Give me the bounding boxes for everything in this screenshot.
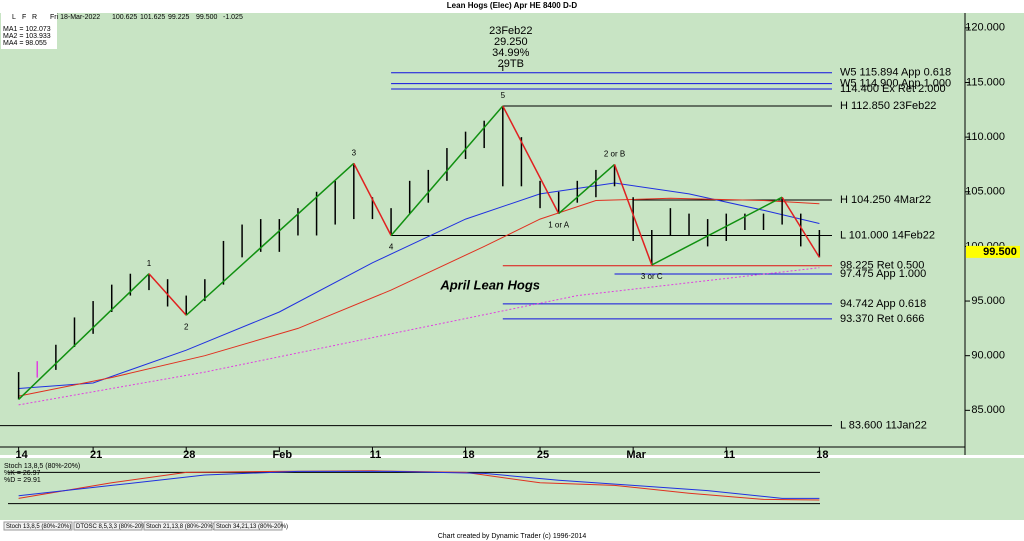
legend-entry: MA1 = 102.073 bbox=[3, 26, 51, 33]
quote-info: 99.500 bbox=[196, 14, 218, 21]
level-label: 97.475 App 1.000 bbox=[840, 268, 926, 280]
swing-line bbox=[781, 196, 821, 258]
pivot-annotation: 23Feb22 bbox=[489, 25, 532, 37]
toolbar-icon: R bbox=[32, 14, 37, 21]
x-tick-label: 21 bbox=[90, 449, 102, 461]
swing-line bbox=[148, 273, 187, 316]
wave-label: 2 bbox=[184, 322, 189, 331]
swing-line bbox=[390, 105, 504, 236]
legend-box bbox=[1, 13, 57, 49]
wave-label: 1 bbox=[147, 259, 152, 268]
x-tick-label: 25 bbox=[537, 449, 549, 461]
moving-average bbox=[18, 197, 820, 397]
footer: Chart created by Dynamic Trader (c) 1996… bbox=[438, 533, 587, 540]
swing-line bbox=[18, 273, 150, 400]
level-label: H 104.250 4Mar22 bbox=[840, 194, 931, 206]
last-price-box bbox=[966, 245, 1020, 258]
indicator-tab[interactable] bbox=[143, 521, 213, 531]
wave-label: 1 or A bbox=[548, 221, 570, 230]
last-price-label: 99.500 bbox=[983, 246, 1017, 258]
pivot-annotation: 29TB bbox=[498, 58, 524, 70]
price-panel-bg bbox=[0, 13, 1024, 455]
quote-info: 100.625 bbox=[112, 14, 137, 21]
level-label: 94.742 App 0.618 bbox=[840, 298, 926, 310]
quote-info: Fri 18-Mar-2022 bbox=[50, 14, 100, 21]
indicator-tab-label[interactable]: Stoch 21,13,8 (80%-20%) bbox=[146, 524, 215, 530]
indicator-tab[interactable] bbox=[73, 521, 143, 531]
level-label: 98.225 Ret 0.500 bbox=[840, 260, 924, 272]
level-label: 114.400 Ex Ret 2.000 bbox=[840, 83, 946, 95]
indicator-tab-label[interactable]: Stoch 34,21,13 (80%-20%) bbox=[216, 524, 288, 530]
y-tick-label: 90.000 bbox=[971, 350, 1005, 362]
stoch-panel-bg bbox=[0, 458, 1024, 520]
indicator-tab-label[interactable]: Stoch 13,8,5 (80%-20%) bbox=[6, 524, 71, 530]
toolbar-icon: L bbox=[12, 14, 16, 21]
x-tick-label: Feb bbox=[273, 449, 293, 461]
wave-label: 5 bbox=[501, 91, 506, 100]
y-tick-label: 85.000 bbox=[971, 404, 1005, 416]
level-label: W5 114.900 App 1.000 bbox=[840, 77, 951, 89]
swing-line bbox=[502, 105, 560, 214]
x-tick-label: 18 bbox=[462, 449, 474, 461]
toolbar-icon: F bbox=[22, 14, 26, 21]
x-tick-label: 11 bbox=[370, 449, 382, 461]
level-label: W5 115.894 App 0.618 bbox=[840, 67, 951, 79]
wave-label: 3 bbox=[352, 148, 357, 157]
legend-entry: MA2 = 103.933 bbox=[3, 33, 51, 40]
y-tick-label: 120.000 bbox=[965, 22, 1005, 34]
chart-title: Lean Hogs (Elec) Apr HE 8400 D-D bbox=[447, 1, 578, 10]
swing-line bbox=[558, 163, 616, 215]
pivot-annotation: 29.250 bbox=[494, 36, 528, 48]
y-tick-label: 110.000 bbox=[966, 131, 1005, 143]
wave-label: 3 or C bbox=[641, 272, 663, 281]
stoch-legend: %K = 26.97 bbox=[4, 470, 40, 477]
y-tick-label: 95.000 bbox=[971, 295, 1005, 307]
stoch-title: Stoch 13,8,5 (80%-20%) bbox=[4, 463, 80, 470]
level-label: L 83.600 11Jan22 bbox=[840, 420, 927, 432]
x-tick-label: 11 bbox=[723, 449, 735, 461]
y-tick-label: 115.000 bbox=[966, 76, 1005, 88]
x-tick-label: 28 bbox=[183, 449, 195, 461]
y-tick-label: 105.000 bbox=[965, 186, 1005, 198]
wave-label: 2 or B bbox=[604, 150, 625, 159]
legend-entry: MA4 = 98.055 bbox=[3, 40, 47, 47]
swing-line bbox=[353, 163, 392, 236]
indicator-tab-label[interactable]: DTOSC 8,5,3,3 (80%-20%) bbox=[76, 524, 149, 530]
quote-info: 101.625 bbox=[140, 14, 165, 21]
wave-label: 4 bbox=[389, 243, 394, 252]
stoch-line bbox=[18, 470, 820, 499]
x-tick-label: 18 bbox=[816, 449, 828, 461]
pivot-annotation: 34.99% bbox=[492, 47, 530, 59]
indicator-tab[interactable] bbox=[3, 521, 73, 531]
x-tick-label: 14 bbox=[15, 449, 28, 461]
x-tick-label: Mar bbox=[626, 449, 646, 461]
level-label: 93.370 Ret 0.666 bbox=[840, 313, 924, 325]
quote-info: 99.225 bbox=[168, 14, 190, 21]
chart-note: April Lean Hogs bbox=[439, 277, 540, 292]
stoch-line bbox=[18, 470, 820, 501]
swing-line bbox=[185, 162, 355, 316]
stoch-legend: %D = 29.91 bbox=[4, 477, 41, 484]
indicator-tab[interactable] bbox=[213, 521, 283, 531]
swing-line bbox=[651, 196, 783, 266]
level-label: L 101.000 14Feb22 bbox=[840, 229, 935, 241]
level-label: H 112.850 23Feb22 bbox=[840, 100, 936, 112]
quote-info: -1.025 bbox=[223, 14, 243, 21]
swing-line bbox=[613, 164, 653, 266]
